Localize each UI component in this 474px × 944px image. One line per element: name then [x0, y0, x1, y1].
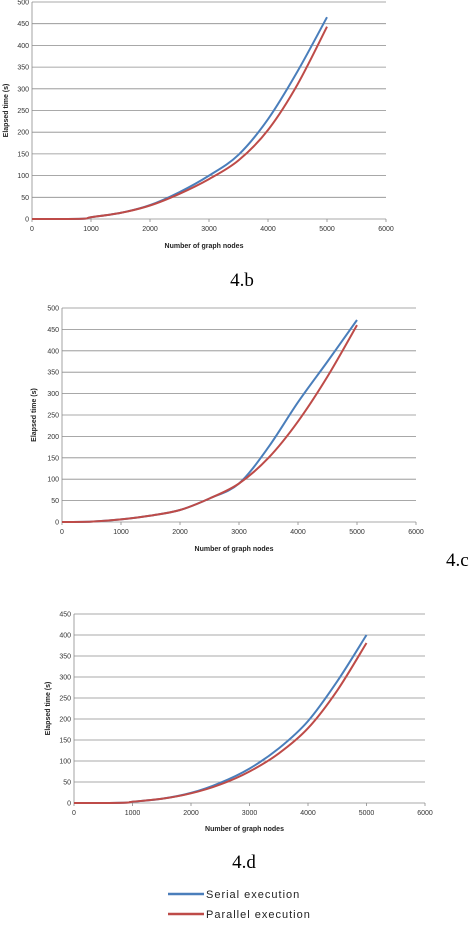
y-tick-label: 0 — [25, 217, 29, 224]
y-tick-label: 300 — [17, 86, 29, 93]
y-tick-label: 250 — [17, 108, 29, 115]
x-tick-label: 5000 — [359, 810, 375, 817]
x-tick-label: 1000 — [113, 529, 129, 536]
y-tick-label: 50 — [63, 780, 71, 787]
x-tick-label: 6000 — [417, 810, 433, 817]
x-axis-title: Number of graph nodes — [195, 546, 274, 553]
series-line-parallel — [73, 642, 368, 805]
x-tick-label: 3000 — [242, 810, 258, 817]
x-tick-label: 1000 — [125, 810, 141, 817]
x-tick-label: 2000 — [183, 810, 199, 817]
x-tick-label: 2000 — [142, 226, 158, 233]
y-tick-label: 100 — [17, 173, 29, 180]
y-tick-label: 400 — [59, 633, 71, 640]
y-tick-label: 150 — [59, 738, 71, 745]
caption-4c: 4.c — [446, 550, 469, 571]
y-tick-label: 450 — [47, 327, 59, 334]
x-tick-label: 3000 — [201, 226, 217, 233]
y-axis-title: Elapsed time (s) — [3, 84, 10, 138]
series-line-serial — [61, 319, 358, 523]
legend: Serial execution Parallel execution — [168, 889, 311, 921]
y-tick-label: 50 — [21, 195, 29, 202]
x-tick-label: 6000 — [408, 529, 424, 536]
series-line-serial — [31, 16, 328, 221]
y-tick-label: 300 — [47, 391, 59, 398]
y-tick-label: 400 — [17, 43, 29, 50]
y-tick-label: 150 — [17, 151, 29, 158]
legend-label-parallel: Parallel execution — [206, 909, 311, 921]
x-tick-label: 4000 — [300, 810, 316, 817]
x-tick-label: 1000 — [83, 226, 99, 233]
caption-4d: 4.d — [232, 852, 256, 873]
series-line-parallel — [31, 26, 328, 221]
y-tick-label: 0 — [55, 520, 59, 527]
x-tick-label: 2000 — [172, 529, 188, 536]
y-tick-label: 200 — [47, 434, 59, 441]
y-tick-label: 450 — [17, 21, 29, 28]
y-tick-label: 450 — [59, 612, 71, 619]
y-tick-label: 400 — [47, 348, 59, 355]
x-tick-label: 0 — [72, 810, 76, 817]
y-tick-label: 50 — [51, 498, 59, 505]
legend-label-serial: Serial execution — [206, 889, 300, 901]
y-tick-label: 350 — [47, 370, 59, 377]
y-tick-label: 100 — [47, 477, 59, 484]
y-axis-title: Elapsed time (s) — [31, 388, 38, 442]
y-tick-label: 500 — [17, 0, 29, 7]
series-line-parallel — [61, 324, 358, 523]
y-tick-label: 200 — [17, 130, 29, 137]
x-tick-label: 5000 — [349, 529, 365, 536]
x-tick-label: 4000 — [260, 226, 276, 233]
y-axis-title: Elapsed time (s) — [45, 682, 52, 736]
y-tick-label: 150 — [47, 455, 59, 462]
y-tick-label: 500 — [47, 306, 59, 313]
x-axis-title: Number of graph nodes — [165, 243, 244, 250]
chart-panel-4d: 0 50 100 150 200 250 300 350 400 450 0 1000 2000 3000… — [45, 612, 433, 834]
x-tick-label: 3000 — [231, 529, 247, 536]
y-tick-label: 200 — [59, 717, 71, 724]
y-tick-label: 250 — [59, 696, 71, 703]
y-tick-label: 300 — [59, 675, 71, 682]
y-tick-label: 100 — [59, 759, 71, 766]
x-tick-label: 0 — [60, 529, 64, 536]
y-tick-label: 0 — [67, 801, 71, 808]
y-tick-label: 350 — [17, 65, 29, 72]
y-tick-label: 250 — [47, 413, 59, 420]
x-axis-title: Number of graph nodes — [205, 826, 284, 833]
x-tick-label: 5000 — [319, 226, 335, 233]
y-tick-label: 350 — [59, 654, 71, 661]
x-tick-label: 6000 — [378, 226, 394, 233]
caption-4b: 4.b — [230, 270, 254, 291]
x-tick-label: 4000 — [290, 529, 306, 536]
x-tick-label: 0 — [30, 226, 34, 233]
